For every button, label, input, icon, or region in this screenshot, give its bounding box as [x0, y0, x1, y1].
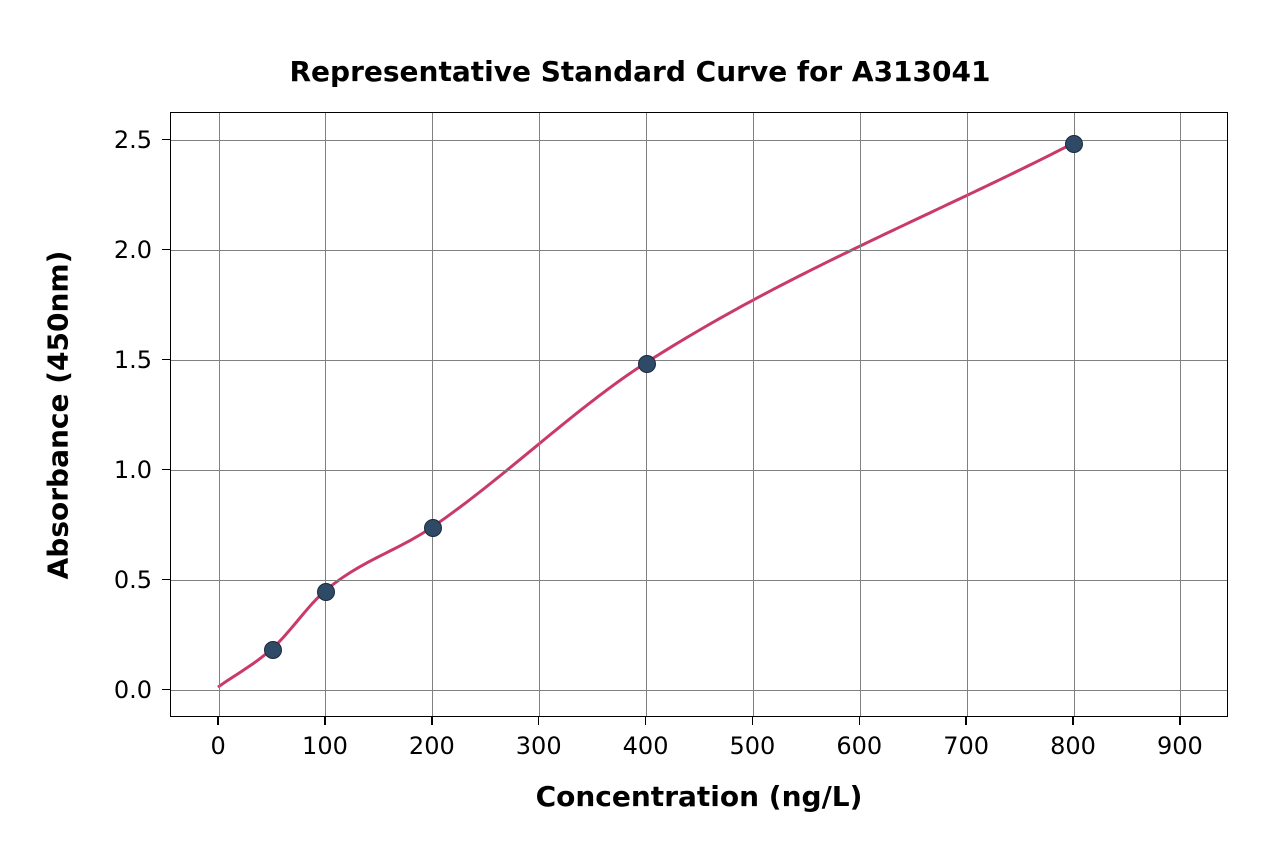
- gridline-vertical: [646, 113, 647, 716]
- data-point: [638, 355, 656, 373]
- x-tick: [1072, 717, 1074, 725]
- chart-title: Representative Standard Curve for A31304…: [0, 55, 1280, 88]
- x-tick: [431, 717, 433, 725]
- y-tick-label: 2.0: [92, 236, 152, 264]
- x-tick: [752, 717, 754, 725]
- x-tick-label: 500: [730, 732, 776, 760]
- x-tick-label: 900: [1157, 732, 1203, 760]
- y-tick-label: 0.0: [92, 676, 152, 704]
- gridline-horizontal: [171, 250, 1227, 251]
- x-tick-label: 800: [1050, 732, 1096, 760]
- x-axis-label: Concentration (ng/L): [170, 780, 1228, 813]
- y-axis-label: Absorbance (450nm): [42, 112, 75, 717]
- x-tick-label: 100: [302, 732, 348, 760]
- gridline-vertical: [325, 113, 326, 716]
- x-tick: [538, 717, 540, 725]
- y-tick: [162, 359, 170, 361]
- data-point: [1065, 135, 1083, 153]
- x-tick: [217, 717, 219, 725]
- gridline-vertical: [539, 113, 540, 716]
- gridline-vertical: [860, 113, 861, 716]
- y-tick: [162, 579, 170, 581]
- gridline-horizontal: [171, 470, 1227, 471]
- x-tick-label: 700: [943, 732, 989, 760]
- y-tick: [162, 689, 170, 691]
- gridline-vertical: [432, 113, 433, 716]
- data-point: [317, 583, 335, 601]
- y-tick-label: 0.5: [92, 566, 152, 594]
- x-tick-label: 200: [409, 732, 455, 760]
- chart-figure: Representative Standard Curve for A31304…: [0, 0, 1280, 845]
- data-point: [424, 519, 442, 537]
- gridline-vertical: [1180, 113, 1181, 716]
- x-tick-label: 600: [836, 732, 882, 760]
- gridline-vertical: [753, 113, 754, 716]
- x-tick-label: 400: [623, 732, 669, 760]
- x-tick: [324, 717, 326, 725]
- x-tick: [1179, 717, 1181, 725]
- y-tick: [162, 469, 170, 471]
- x-tick-label: 0: [210, 732, 225, 760]
- gridline-horizontal: [171, 690, 1227, 691]
- x-tick: [859, 717, 861, 725]
- gridline-horizontal: [171, 360, 1227, 361]
- x-tick: [645, 717, 647, 725]
- gridline-vertical: [219, 113, 220, 716]
- gridline-horizontal: [171, 580, 1227, 581]
- gridline-vertical: [1074, 113, 1075, 716]
- y-tick-label: 2.5: [92, 126, 152, 154]
- plot-area: [170, 112, 1228, 717]
- data-point: [264, 641, 282, 659]
- gridline-vertical: [967, 113, 968, 716]
- x-tick-label: 300: [516, 732, 562, 760]
- y-tick-label: 1.5: [92, 346, 152, 374]
- y-tick: [162, 249, 170, 251]
- y-tick: [162, 139, 170, 141]
- y-tick-label: 1.0: [92, 456, 152, 484]
- x-tick: [965, 717, 967, 725]
- fit-curve: [171, 113, 1227, 716]
